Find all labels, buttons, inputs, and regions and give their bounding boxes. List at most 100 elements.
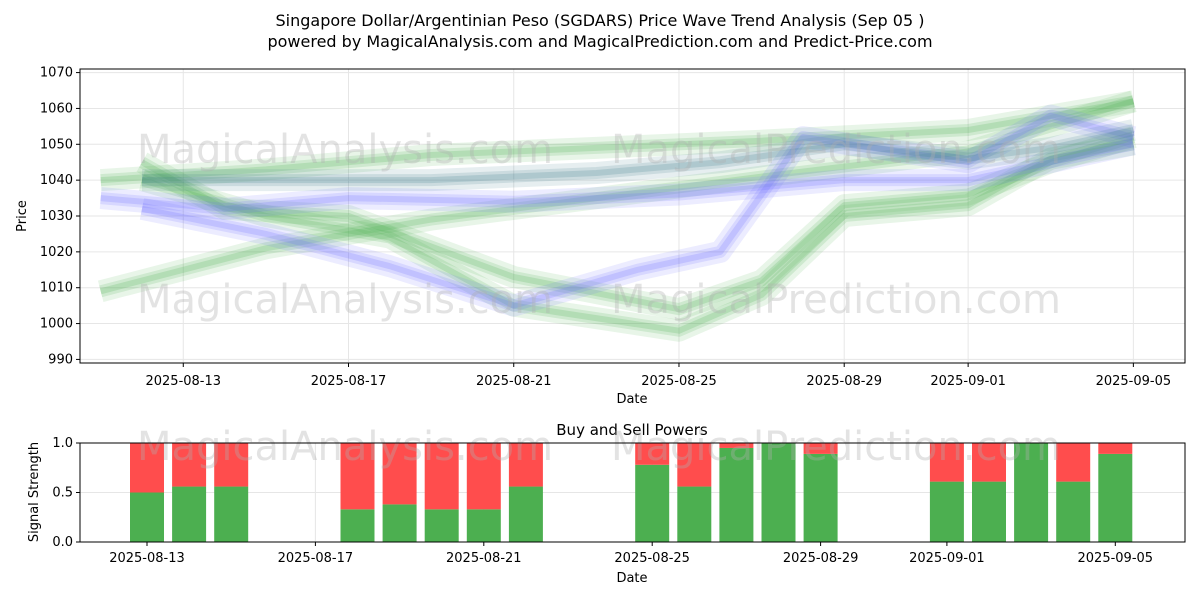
price-y-tick-label-8: 1070 bbox=[40, 66, 73, 81]
buy-bar-2025-08-13 bbox=[130, 492, 164, 542]
price-y-tick-label-1: 1000 bbox=[40, 317, 73, 332]
sell-bar-2025-08-21 bbox=[466, 443, 501, 510]
watermark-bottom-right: MagicalPrediction.com bbox=[611, 424, 1061, 470]
sell-bar-2025-09-04 bbox=[1056, 443, 1091, 482]
price-x-tick-label-4: 2025-08-29 bbox=[806, 374, 882, 389]
price-wave-bands bbox=[97, 90, 1137, 342]
buy-bar-2025-08-15 bbox=[214, 486, 249, 542]
sell-bar-2025-08-20 bbox=[424, 443, 459, 510]
buy-bar-2025-08-21 bbox=[466, 509, 501, 542]
buy-bar-2025-08-26 bbox=[677, 486, 712, 542]
watermark-bottom-left: MagicalAnalysis.com bbox=[137, 424, 553, 470]
signal-x-tick-label-0: 2025-08-13 bbox=[109, 551, 185, 566]
signal-x-ticks: 2025-08-13 2025-08-17 2025-08-21 2025-08-25… bbox=[109, 542, 1153, 566]
price-wave-band-5-0 bbox=[139, 104, 1137, 317]
sell-bar-2025-08-14 bbox=[172, 443, 207, 487]
price-wave-band-2-2 bbox=[140, 134, 1135, 313]
price-x-tick-label-2: 2025-08-21 bbox=[476, 374, 552, 389]
price-wave-band-3-1 bbox=[140, 138, 1135, 337]
signal-x-axis-label: Date bbox=[616, 571, 647, 586]
chart-subtitle: powered by MagicalAnalysis.com and Magic… bbox=[267, 32, 932, 51]
buy-bar-2025-09-02 bbox=[972, 481, 1006, 542]
buy-bar-2025-08-29 bbox=[803, 453, 838, 542]
signal-x-tick-label-5: 2025-09-01 bbox=[909, 551, 985, 566]
price-wave-band-6-1 bbox=[142, 124, 1135, 187]
price-y-tick-label-4: 1030 bbox=[40, 209, 73, 224]
price-wave-band-0-1 bbox=[100, 95, 1135, 187]
price-y-tick-label-0: 990 bbox=[48, 352, 73, 367]
buy-bar-2025-08-27 bbox=[719, 447, 754, 542]
price-x-tick-label-1: 2025-08-17 bbox=[311, 374, 387, 389]
sell-bar-2025-08-15 bbox=[214, 443, 249, 487]
buy-bar-2025-08-22 bbox=[508, 486, 543, 542]
buy-bar-2025-08-25 bbox=[635, 464, 670, 542]
price-y-tick-label-6: 1050 bbox=[40, 137, 73, 152]
price-x-tick-label-0: 2025-08-13 bbox=[145, 374, 221, 389]
sell-bar-2025-08-19 bbox=[382, 443, 417, 505]
price-y-tick-label-7: 1060 bbox=[40, 101, 73, 116]
price-wave-band-0-2 bbox=[100, 98, 1134, 184]
price-y-tick-label-2: 1010 bbox=[40, 281, 73, 296]
buy-bar-2025-09-03 bbox=[1014, 443, 1049, 542]
buy-bar-2025-09-05 bbox=[1098, 453, 1133, 542]
price-wave-band-6-0 bbox=[142, 119, 1136, 192]
price-wave-band-5-2 bbox=[141, 112, 1135, 309]
signal-y-tick-label-1: 0.5 bbox=[52, 486, 73, 501]
sell-bar-2025-08-26 bbox=[677, 443, 712, 487]
price-wave-band-3-2 bbox=[141, 141, 1134, 334]
watermark-top-right: MagicalPrediction.com bbox=[611, 127, 1061, 173]
price-wave-band-3-0 bbox=[138, 133, 1136, 342]
signal-y-ticks: 0.0 0.5 1.0 bbox=[52, 436, 80, 550]
price-y-tick-label-3: 1020 bbox=[40, 245, 73, 260]
sell-bar-2025-08-13 bbox=[130, 443, 164, 493]
signal-y-tick-label-2: 1.0 bbox=[52, 436, 73, 451]
watermark-mid-left: MagicalAnalysis.com bbox=[137, 277, 553, 323]
price-x-tick-label-3: 2025-08-25 bbox=[641, 374, 717, 389]
signal-x-tick-label-6: 2025-09-05 bbox=[1078, 551, 1154, 566]
price-wave-band-6-2 bbox=[142, 127, 1135, 184]
buy-bar-2025-08-18 bbox=[340, 509, 375, 542]
price-x-axis-label: Date bbox=[616, 392, 647, 407]
signal-y-axis-label: Signal Strength bbox=[27, 442, 42, 542]
price-y-ticks: 990 1000 1010 1020 1030 1040 1050 1060 1070 bbox=[40, 66, 80, 367]
watermark-top-left: MagicalAnalysis.com bbox=[137, 127, 553, 173]
buy-bar-2025-09-01 bbox=[929, 481, 964, 542]
price-wave-band-4-1 bbox=[100, 138, 1135, 215]
sell-bar-2025-09-05 bbox=[1098, 443, 1133, 454]
signal-panel: Buy and Sell Powers MagicalAnalysis.com … bbox=[27, 421, 1186, 586]
sell-bar-2025-08-22 bbox=[508, 443, 543, 487]
price-grid bbox=[80, 69, 1185, 363]
price-x-ticks: 2025-08-13 2025-08-17 2025-08-21 2025-08-25… bbox=[145, 363, 1171, 389]
price-wave-band-2-0 bbox=[136, 126, 1137, 321]
buy-bar-2025-08-20 bbox=[424, 509, 459, 542]
buy-bar-2025-09-04 bbox=[1056, 481, 1091, 542]
sell-bar-2025-09-01 bbox=[929, 443, 964, 482]
price-x-tick-label-5: 2025-09-01 bbox=[930, 374, 1006, 389]
signal-x-tick-label-4: 2025-08-29 bbox=[783, 551, 859, 566]
buy-bar-2025-08-19 bbox=[382, 504, 417, 542]
price-wave-band-1-0 bbox=[97, 90, 1137, 302]
sell-bar-2025-08-27 bbox=[719, 443, 754, 448]
buy-bar-2025-08-28 bbox=[761, 443, 796, 542]
sell-bar-2025-08-25 bbox=[635, 443, 670, 465]
price-wave-band-5-1 bbox=[140, 109, 1135, 312]
watermark-mid-right: MagicalPrediction.com bbox=[611, 277, 1061, 323]
price-wave-band-1-2 bbox=[99, 98, 1135, 295]
price-wave-band-1-1 bbox=[99, 95, 1136, 298]
price-wave-band-0-0 bbox=[99, 90, 1136, 192]
sell-bar-2025-08-29 bbox=[803, 443, 838, 454]
price-wave-band-4-2 bbox=[100, 141, 1135, 212]
price-x-tick-label-6: 2025-09-05 bbox=[1096, 374, 1172, 389]
sell-bar-2025-08-18 bbox=[340, 443, 375, 510]
price-y-tick-label-5: 1040 bbox=[40, 173, 73, 188]
buy-bar-2025-08-14 bbox=[172, 486, 207, 542]
chart-title: Singapore Dollar/Argentinian Peso (SGDAR… bbox=[276, 11, 925, 30]
price-y-axis-label: Price bbox=[15, 200, 30, 232]
price-wave-band-4-0 bbox=[99, 133, 1136, 220]
signal-y-tick-label-0: 0.0 bbox=[52, 535, 73, 550]
sell-bar-2025-09-02 bbox=[972, 443, 1006, 482]
signal-panel-title: Buy and Sell Powers bbox=[556, 421, 708, 439]
signal-x-tick-label-1: 2025-08-17 bbox=[278, 551, 354, 566]
